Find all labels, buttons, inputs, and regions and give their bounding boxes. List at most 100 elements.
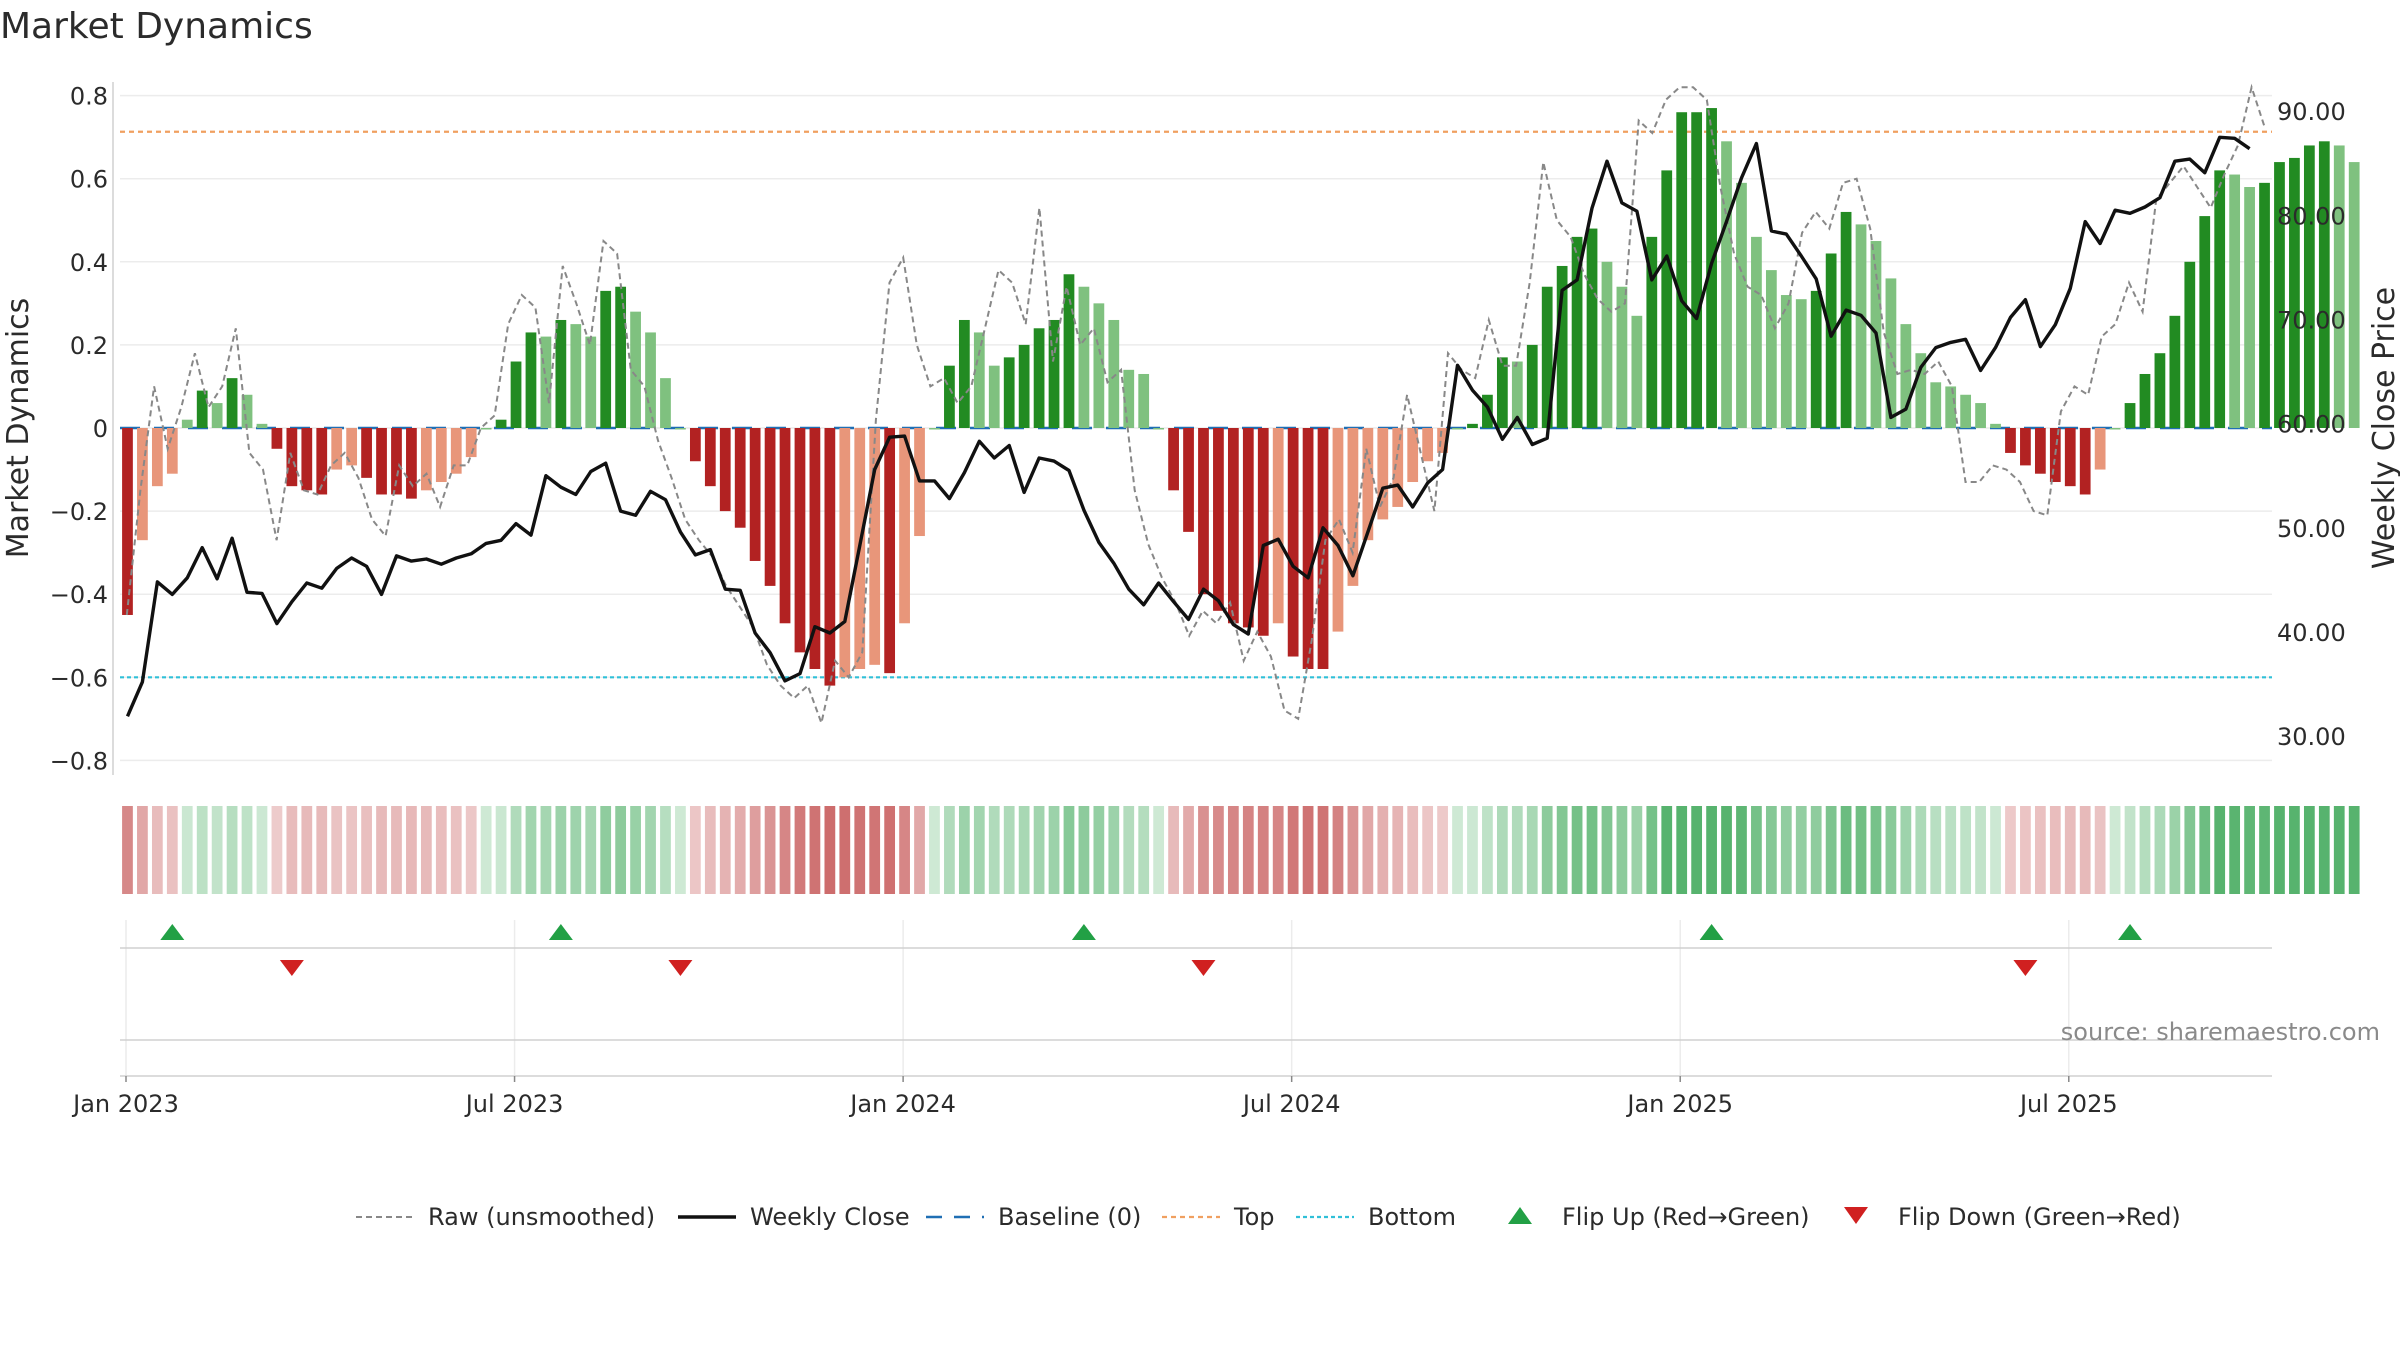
chart-title: Market Dynamics: [0, 6, 313, 47]
regime-cell: [1900, 806, 1912, 894]
dynamics-bar: [1541, 286, 1553, 428]
dynamics-bar: [1736, 182, 1747, 428]
dynamics-bar: [1526, 344, 1538, 428]
y-tick-label: −0.4: [50, 581, 108, 609]
regime-cell: [1511, 806, 1523, 894]
regime-cell: [600, 806, 612, 894]
dynamics-bar: [1482, 394, 1493, 428]
regime-cell: [1586, 806, 1598, 894]
dynamics-bar: [884, 428, 896, 674]
dynamics-bar: [1915, 353, 1927, 428]
regime-cell: [2333, 806, 2345, 894]
x-tick-label: Jul 2023: [464, 1090, 564, 1118]
dynamics-bar: [1676, 112, 1688, 428]
regime-cell: [2094, 806, 2106, 894]
dynamics-bar: [1093, 303, 1105, 428]
dynamics-bar: [166, 428, 178, 474]
dynamics-bar: [1855, 224, 1867, 428]
regime-cell: [704, 806, 716, 894]
flip-up-marker: [1071, 924, 1096, 940]
regime-cell: [839, 806, 851, 894]
dynamics-bar: [585, 336, 597, 428]
dynamics-bar: [600, 290, 612, 428]
grid-layer: [120, 94, 2272, 1075]
regime-cell: [1915, 806, 1927, 894]
regime-cell: [1347, 806, 1359, 894]
regime-cell: [1093, 806, 1105, 894]
regime-cell: [1765, 806, 1777, 894]
dynamics-bar: [1765, 270, 1777, 428]
regime-cell: [1287, 806, 1299, 894]
regime-cell: [2139, 806, 2151, 894]
regime-cell: [1227, 806, 1239, 894]
regime-cell: [1183, 806, 1194, 894]
dynamics-bar: [1138, 373, 1150, 428]
regime-cell: [1362, 806, 1374, 894]
dynamics-bar: [1840, 211, 1852, 428]
x-tick-label: Jan 2024: [848, 1090, 956, 1118]
regime-cell: [181, 806, 193, 894]
regime-cell: [241, 806, 253, 894]
dynamics-bar: [241, 394, 253, 428]
dynamics-bar: [2005, 428, 2016, 453]
y-tick-label: −0.6: [50, 664, 108, 692]
dynamics-bar: [1751, 236, 1762, 428]
regime-cell: [2079, 806, 2091, 894]
dynamics-bar: [1467, 423, 1478, 428]
legend-flip-down-swatch: [1844, 1207, 1868, 1224]
dynamics-bar: [1661, 170, 1673, 428]
regime-cell: [301, 806, 313, 894]
regime-cell: [256, 806, 268, 894]
y2-tick-label: 80.00: [2277, 202, 2346, 230]
regime-cell: [1332, 806, 1344, 894]
flip-down-marker: [2013, 960, 2038, 976]
regime-cell: [137, 806, 148, 894]
dynamics-bar: [271, 428, 283, 449]
regime-cell: [973, 806, 985, 894]
regime-cell: [630, 806, 641, 894]
y-tick-label: 0.6: [70, 166, 108, 194]
source-credit: source: sharemaestro.com: [2061, 1018, 2380, 1046]
dynamics-bar: [465, 428, 477, 458]
dynamics-bar: [839, 428, 851, 678]
dynamics-bar: [2124, 403, 2136, 428]
regime-cell: [1541, 806, 1553, 894]
dynamics-bar: [420, 428, 432, 491]
flip-up-marker: [548, 924, 573, 940]
regime-cell: [1048, 806, 1060, 894]
regime-cell: [1033, 806, 1045, 894]
dynamics-bar: [2154, 353, 2166, 428]
y2-tick-label: 70.00: [2277, 307, 2346, 335]
dynamics-bar: [2049, 428, 2061, 483]
regime-cell: [1078, 806, 1090, 894]
dynamics-bar: [1571, 236, 1583, 428]
regime-cell: [1646, 806, 1658, 894]
regime-cell: [2244, 806, 2255, 894]
legend-label-close: Weekly Close: [750, 1203, 910, 1231]
flip-up-marker: [1699, 924, 1724, 940]
dynamics-bar: [988, 365, 1000, 428]
dynamics-bar: [660, 378, 671, 428]
legend: Raw (unsmoothed) Weekly Close Baseline (0)…: [356, 1203, 2181, 1231]
regime-cell: [1616, 806, 1628, 894]
flip-down-marker: [1191, 960, 1216, 976]
regime-cell: [2154, 806, 2166, 894]
flip-down-marker: [668, 960, 693, 976]
dynamics-bar: [929, 428, 940, 430]
regime-cell: [869, 806, 881, 894]
regime-cell: [1855, 806, 1867, 894]
regime-cell: [675, 806, 686, 894]
dynamics-bar: [450, 428, 462, 474]
dynamics-bar: [973, 332, 985, 428]
x-tick-label: Jan 2023: [71, 1090, 179, 1118]
regime-cell: [2020, 806, 2031, 894]
regime-cell: [555, 806, 567, 894]
regime-cell: [406, 806, 417, 894]
regime-cell: [1840, 806, 1852, 894]
regime-cell: [2109, 806, 2121, 894]
regime-cell: [1377, 806, 1389, 894]
dynamics-bar: [764, 428, 776, 586]
regime-cell: [1123, 806, 1135, 894]
regime-cell: [854, 806, 866, 894]
dynamics-bar: [1317, 428, 1329, 669]
